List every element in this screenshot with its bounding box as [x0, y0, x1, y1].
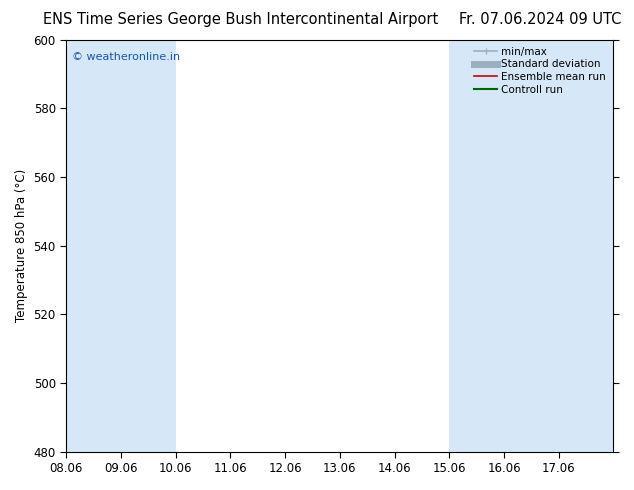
Text: ENS Time Series George Bush Intercontinental Airport: ENS Time Series George Bush Intercontine… [43, 12, 439, 27]
Bar [559, 40, 614, 452]
Legend: min/max, Standard deviation, Ensemble mean run, Controll run: min/max, Standard deviation, Ensemble me… [472, 45, 608, 97]
Bar [66, 40, 121, 452]
Text: Fr. 07.06.2024 09 UTC: Fr. 07.06.2024 09 UTC [459, 12, 621, 27]
Bar [121, 40, 176, 452]
Bar [504, 40, 559, 452]
Y-axis label: Temperature 850 hPa (°C): Temperature 850 hPa (°C) [15, 169, 28, 322]
Bar [450, 40, 504, 452]
Text: © weatheronline.in: © weatheronline.in [72, 52, 180, 62]
